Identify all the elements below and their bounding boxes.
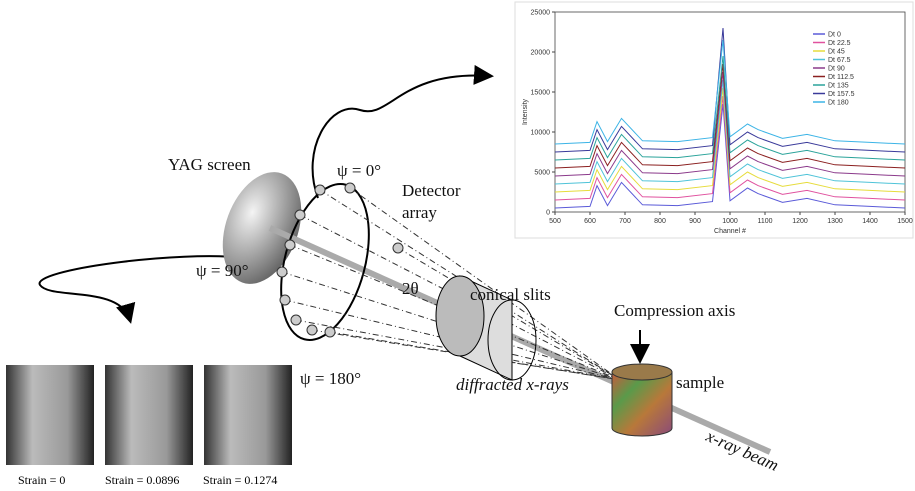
x-tick-label: 1400 xyxy=(862,218,878,225)
label: 2θ xyxy=(402,279,419,298)
sample xyxy=(612,372,672,436)
legend-label: Dt 157.5 xyxy=(828,91,855,98)
x-tick-label: 900 xyxy=(689,218,701,225)
legend-label: Dt 45 xyxy=(828,49,845,56)
strain-label: Strain = 0.1274 xyxy=(203,473,277,487)
legend-label: Dt 135 xyxy=(828,83,849,90)
label: conical slits xyxy=(470,285,551,304)
strain-label: Strain = 0.0896 xyxy=(105,473,179,487)
x-ray-beam xyxy=(270,228,770,452)
y-tick-label: 0 xyxy=(546,210,550,217)
y-tick-label: 5000 xyxy=(534,170,550,177)
x-axis-label: Channel # xyxy=(714,228,746,235)
label: ψ = 0° xyxy=(337,161,381,180)
y-tick-label: 10000 xyxy=(531,130,551,137)
label: array xyxy=(402,203,437,222)
x-tick-label: 700 xyxy=(619,218,631,225)
y-axis-label: Intensity xyxy=(522,98,529,125)
x-tick-label: 800 xyxy=(654,218,666,225)
legend-label: Dt 67.5 xyxy=(828,57,851,64)
strain-image xyxy=(6,365,94,465)
x-tick-label: 1200 xyxy=(792,218,808,225)
x-tick-label: 1500 xyxy=(897,218,913,225)
legend-label: Dt 0 xyxy=(828,32,841,39)
legend-label: Dt 180 xyxy=(828,100,849,107)
legend-label: Dt 90 xyxy=(828,66,845,73)
strain-image xyxy=(204,365,292,465)
label: sample xyxy=(676,373,724,392)
label: ψ = 90° xyxy=(196,261,249,280)
x-tick-label: 1000 xyxy=(722,218,738,225)
x-tick-label: 1100 xyxy=(757,218,772,225)
spectrum-chart: Intensity Channel # 0 5000 10000 15000 20000… xyxy=(515,2,913,238)
y-tick-label: 20000 xyxy=(531,50,551,57)
y-tick-label: 15000 xyxy=(531,90,551,97)
strain-label: Strain = 0 xyxy=(18,473,65,487)
label: YAG screen xyxy=(168,155,251,174)
legend-label: Dt 22.5 xyxy=(828,40,851,47)
x-tick-label: 600 xyxy=(584,218,596,225)
figure: YAG screen ψ = 0° Detector array ψ = 90°… xyxy=(0,0,915,491)
legend-label: Dt 112.5 xyxy=(828,74,854,81)
label: Compression axis xyxy=(614,301,735,320)
x-tick-label: 1300 xyxy=(827,218,843,225)
sample-top xyxy=(612,364,672,380)
label: diffracted x-rays xyxy=(456,375,569,394)
x-tick-label: 500 xyxy=(549,218,561,225)
strain-image xyxy=(105,365,193,465)
y-tick-label: 25000 xyxy=(531,10,551,17)
label: Detector xyxy=(402,181,461,200)
label: ψ = 180° xyxy=(300,369,361,388)
